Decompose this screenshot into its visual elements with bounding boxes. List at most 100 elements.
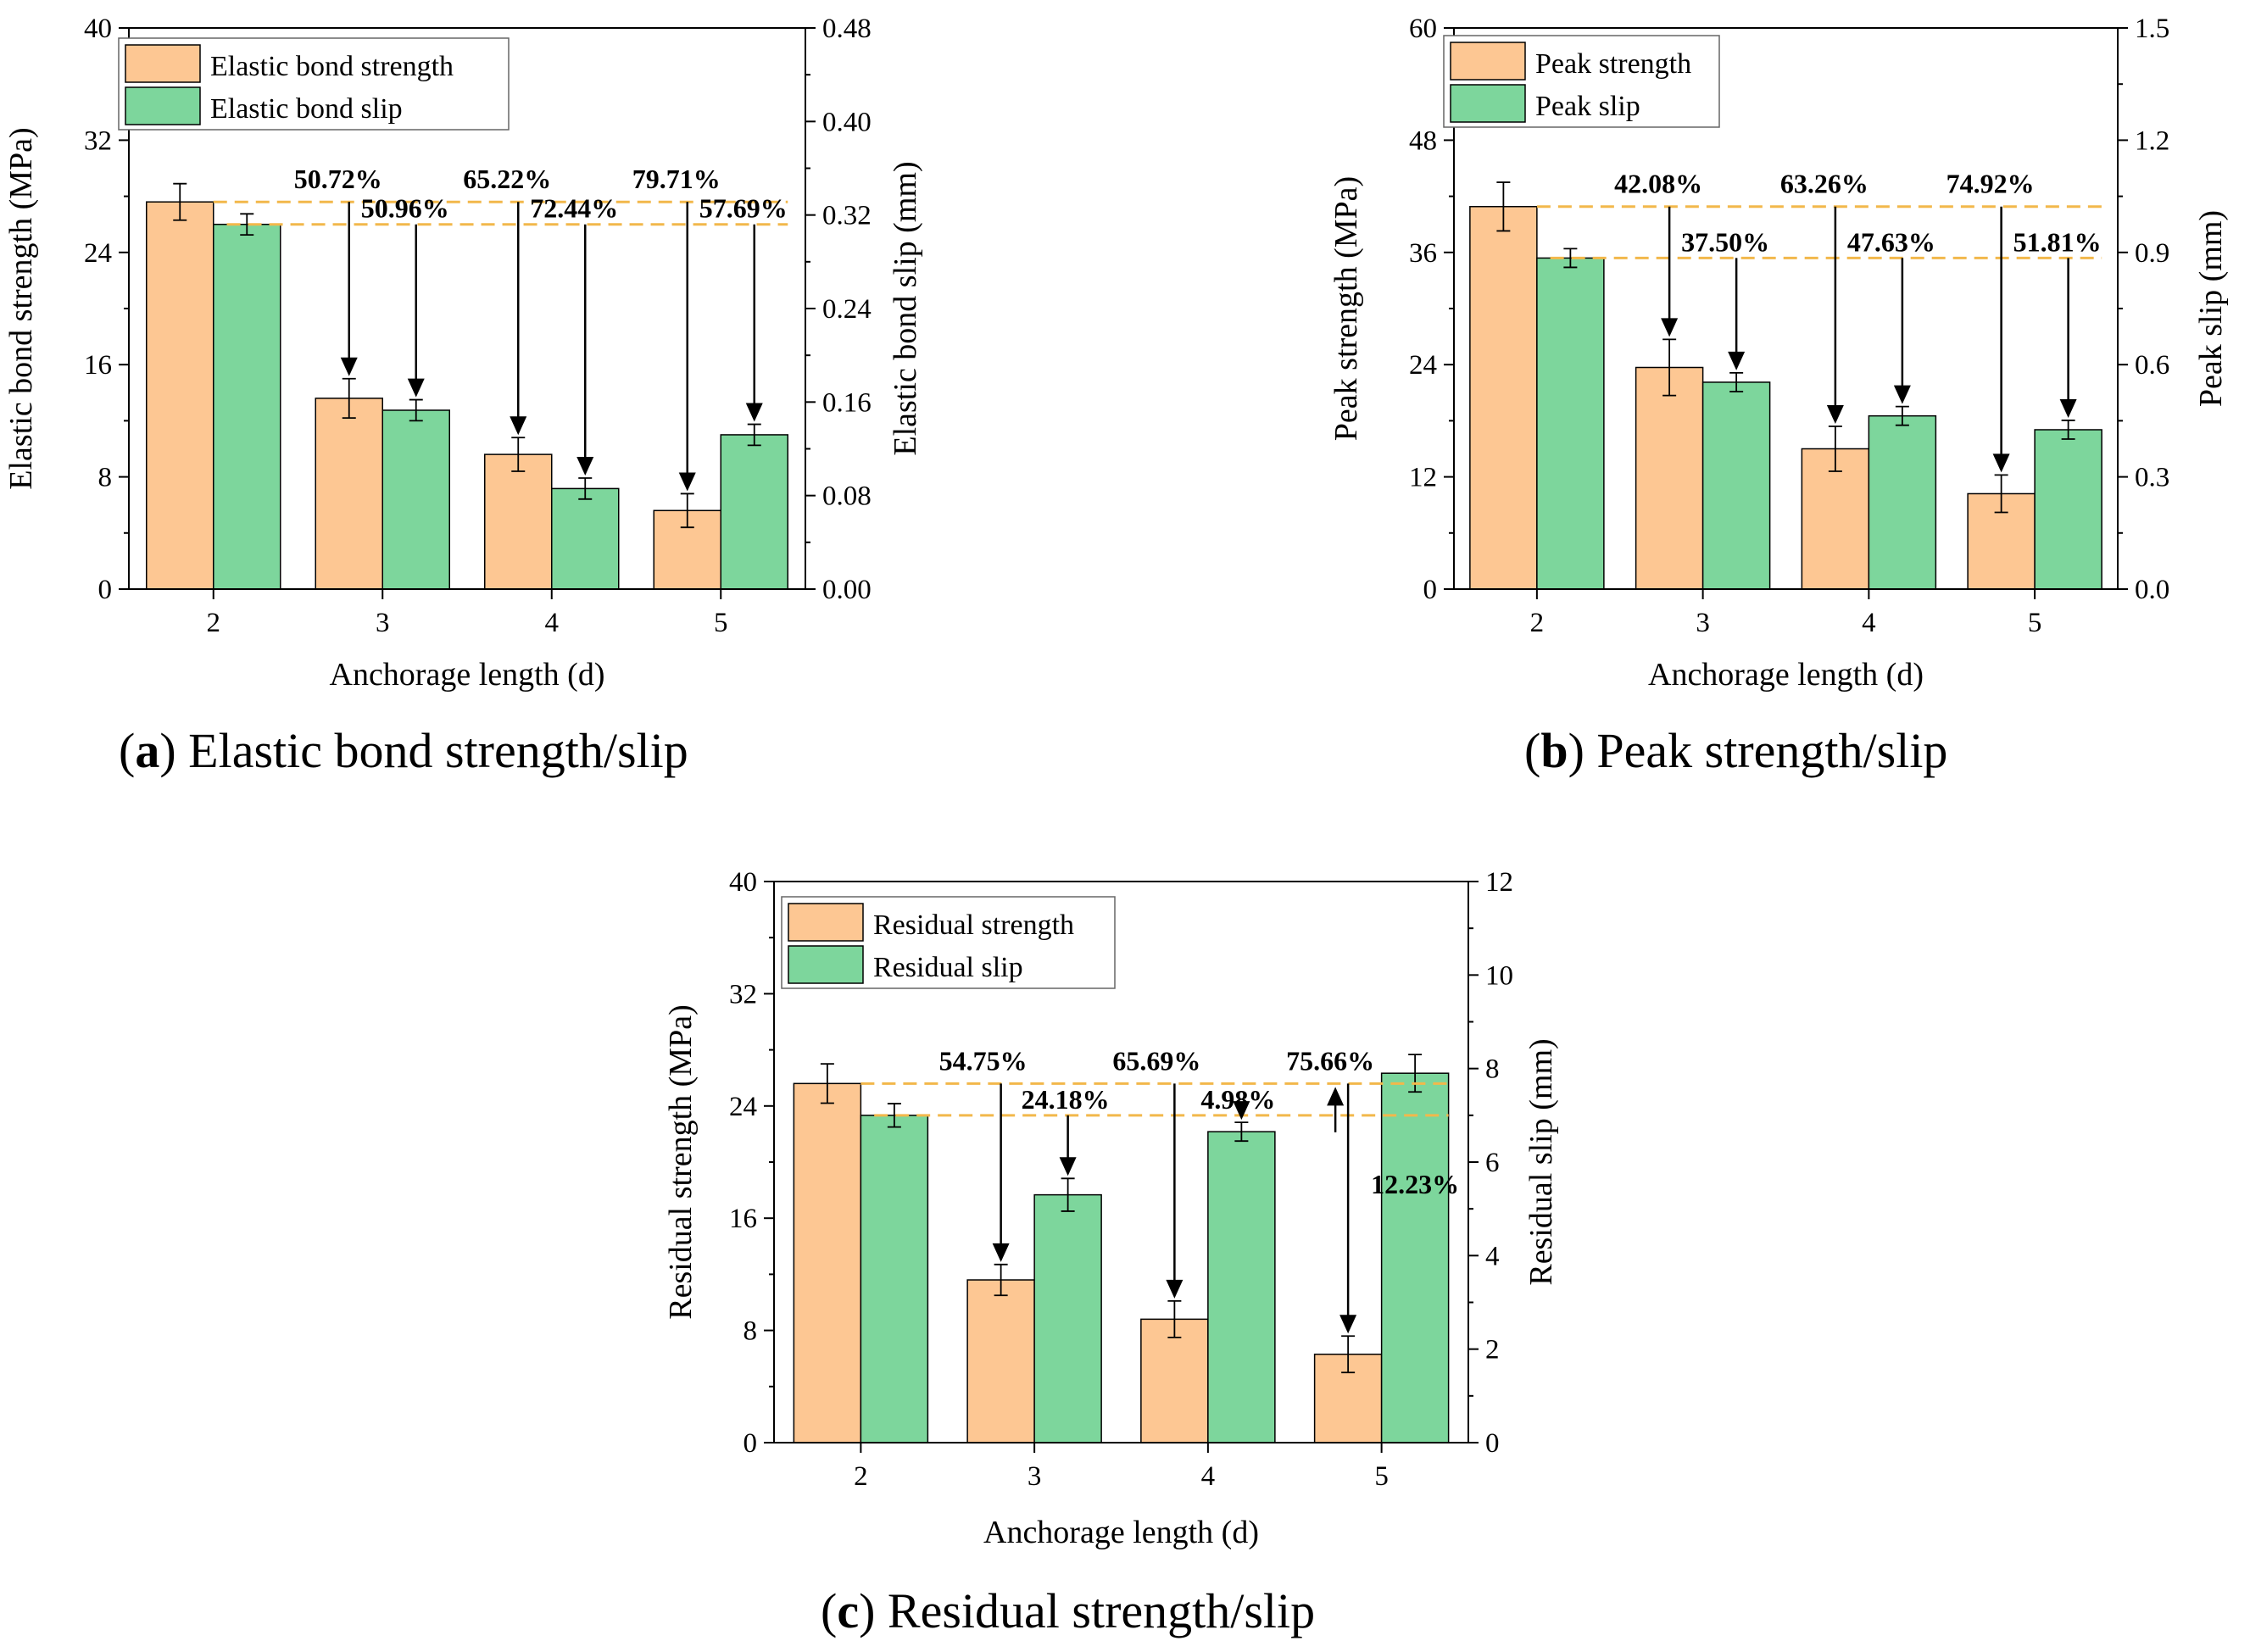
x-axis-title: Anchorage length (d) [983,1515,1259,1550]
annotation-arrowhead [1661,318,1679,337]
y-left-tick-label: 36 [1409,238,1437,269]
annotation-arrowhead [1992,453,2010,473]
y-right-tick-label: 1.2 [2135,125,2169,156]
y-left-tick-label: 40 [729,867,757,898]
y-right-tick-label: 0.3 [2135,463,2169,493]
annotation-arrowhead [510,416,527,436]
annotation-arrowhead [2059,398,2077,418]
bar-a-slip-5 [720,434,788,590]
annotation-label: 63.26% [1780,169,1869,199]
legend: Residual strength Residual slip [781,896,1116,989]
y-left-tick-label: 16 [84,350,112,381]
x-tick-label: 2 [854,1461,868,1492]
annotation-arrowhead [1327,1087,1345,1106]
y-left-axis-title: Peak strength (MPa) [1328,176,1364,441]
annotation-label: 37.50% [1681,226,1769,257]
caption-letter: c [837,1583,859,1638]
bar-b-strength-3 [1635,366,1704,590]
bar-b-strength-4 [1801,448,1870,590]
bar-c-slip-4 [1207,1131,1276,1443]
x-tick-label: 5 [1374,1461,1389,1492]
y-right-tick-label: 8 [1485,1054,1500,1085]
annotation-label: 72.44% [530,193,618,224]
annotation-arrowhead [340,357,358,376]
panel-caption: (c) Residual strength/slip [821,1583,1315,1638]
legend: Elastic bond strength Elastic bond slip [118,37,510,131]
bar-c-slip-3 [1033,1193,1102,1443]
y-right-tick-label: 0.48 [822,14,872,44]
x-tick-label: 5 [714,608,728,638]
y-right-tick-label: 0.16 [822,387,872,418]
y-right-tick-label: 0.24 [822,294,872,325]
y-right-tick-label: 0.9 [2135,238,2169,269]
chart-panel-b: 42.08% 37.50% 63.26% 47.63% 74.92% 51.81% 0 12 2… [1328,14,2229,778]
legend-label: Elastic bond strength [210,51,454,82]
caption-open-paren: ( [1524,723,1540,778]
annotation-label: 42.08% [1614,169,1702,199]
y-right-tick-label: 0.00 [822,575,872,605]
annotation-arrowhead [1059,1157,1077,1176]
annotation-label: 24.18% [1022,1084,1110,1115]
bar-a-strength-4 [484,453,553,590]
bar-b-slip-2 [1536,257,1605,590]
annotation-arrowhead [1339,1315,1357,1334]
annotation-arrowhead [1166,1279,1183,1299]
y-right-tick-label: 0.08 [822,481,872,512]
chart-panel-c: 54.75% 24.18%65.69%4.98% 75.66% 12.23% 0 8 16 2… [663,867,1559,1638]
y-left-tick-label: 32 [729,979,757,1010]
y-left-tick-label: 12 [1409,463,1437,493]
y-left-tick-label: 32 [84,125,112,156]
x-tick-label: 4 [1201,1461,1216,1492]
annotation-arrowhead [407,378,425,398]
annotation-label: 12.23% [1371,1169,1459,1199]
x-tick-label: 3 [1696,608,1710,638]
annotation-label: 4.98% [1200,1084,1275,1115]
y-left-tick-label: 0 [98,575,113,605]
y-right-tick-label: 1.5 [2135,14,2169,44]
legend-label: Residual slip [873,952,1023,983]
y-right-tick-label: 0.0 [2135,575,2169,605]
y-right-axis-title: Elastic bond slip (mm) [888,161,923,455]
x-tick-label: 5 [2028,608,2042,638]
x-axis-title: Anchorage length (d) [1648,657,1924,693]
caption-letter: a [135,723,159,778]
x-tick-label: 3 [376,608,390,638]
y-left-axis-title: Elastic bond strength (MPa) [3,127,39,489]
caption-text: Elastic bond strength/slip [188,723,688,778]
legend-swatch-strength [788,903,864,942]
chart-panel-a: 50.72%50.96% 65.22%72.44% 79.71%57.69% 0 8 16… [3,14,923,778]
y-left-tick-label: 60 [1409,14,1437,44]
bar-c-slip-2 [860,1115,929,1443]
y-left-tick-label: 48 [1409,125,1437,156]
bar-a-slip-2 [213,223,281,590]
annotation-arrowhead [1893,385,1911,404]
caption-close-paren: ) [1568,723,1597,778]
annotation-label: 65.22% [463,164,551,194]
bar-a-slip-4 [551,487,620,590]
panel-caption: (a) Elastic bond strength/slip [119,723,688,778]
panel-caption: (b) Peak strength/slip [1524,723,1947,778]
legend-label: Elastic bond slip [210,93,403,125]
y-left-tick-label: 24 [84,238,112,269]
annotation-label: 65.69% [1112,1045,1200,1076]
annotation-arrowhead [745,403,763,422]
y-left-tick-label: 8 [98,463,113,493]
y-left-tick-label: 40 [84,14,112,44]
y-left-tick-label: 24 [729,1092,757,1122]
caption-open-paren: ( [821,1583,837,1638]
bar-c-strength-3 [966,1279,1035,1443]
bar-c-strength-4 [1140,1318,1209,1443]
legend-swatch-strength [125,44,201,83]
bar-c-strength-2 [793,1082,862,1443]
bar-a-strength-2 [146,201,214,590]
annotation-arrowhead [576,456,594,476]
caption-close-paren: ) [859,1583,888,1638]
annotation-arrowhead [1826,405,1844,425]
annotation-arrowhead [992,1243,1010,1262]
legend-swatch-slip [788,945,864,984]
y-left-tick-label: 24 [1409,350,1437,381]
y-left-tick-label: 8 [744,1316,758,1347]
y-right-tick-label: 0.32 [822,201,872,231]
annotation-arrowhead [1233,1101,1250,1121]
